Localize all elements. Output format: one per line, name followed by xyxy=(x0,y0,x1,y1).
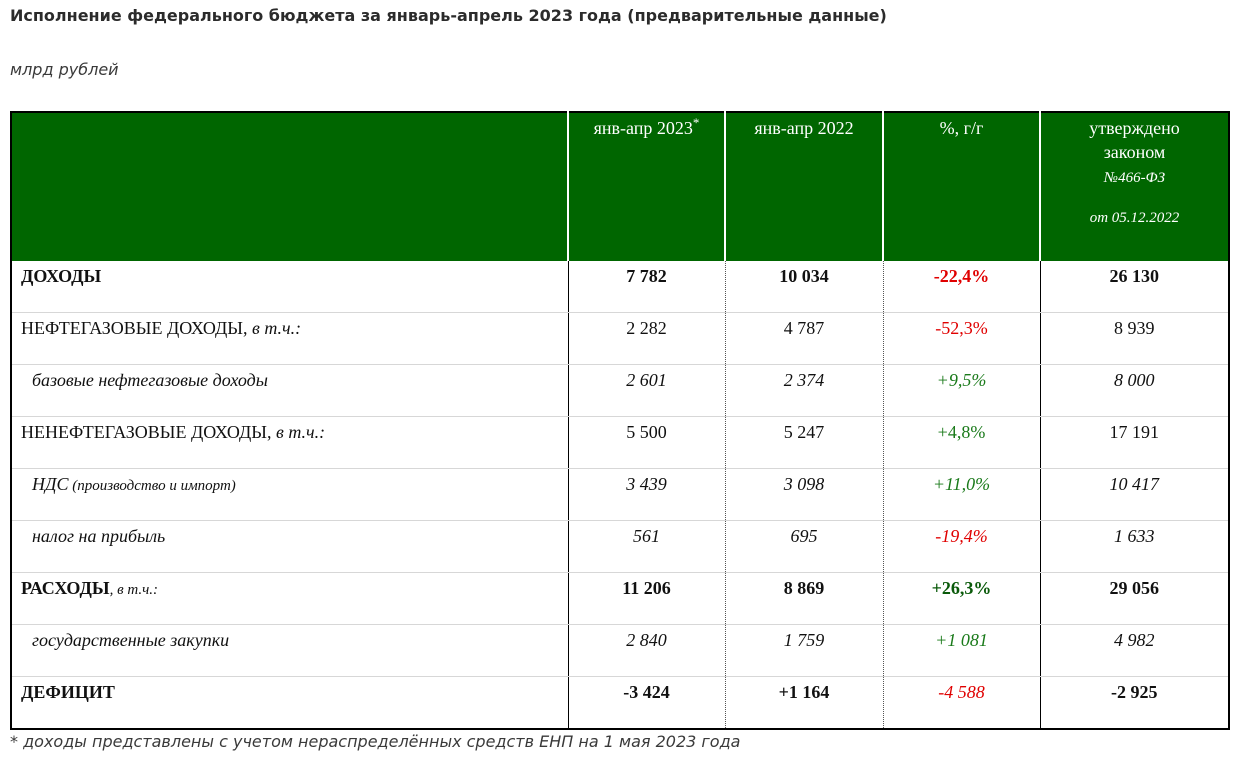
value-2022: +1 164 xyxy=(778,682,830,702)
value-approved: 17 191 xyxy=(1109,422,1160,442)
value-yoy-percent: -19,4% xyxy=(935,526,988,546)
header-jan-apr-2022-text: янв-апр 2022 xyxy=(754,118,854,138)
value-yoy-percent: -52,3% xyxy=(935,318,988,338)
table-row: НДС (производство и импорт) 3 439 3 098 … xyxy=(11,468,1229,521)
table-row: ДЕФИЦИТ -3 424 +1 164 -4 588 -2 925 xyxy=(11,676,1229,729)
value-approved: 29 056 xyxy=(1109,578,1160,598)
table-row: РАСХОДЫ, в т.ч.: 11 206 8 869 +26,3% 29 … xyxy=(11,572,1229,625)
value-2022: 8 869 xyxy=(783,578,825,598)
value-2022: 4 787 xyxy=(783,318,825,338)
value-yoy-percent: -4 588 xyxy=(938,682,985,702)
value-approved: 26 130 xyxy=(1109,266,1160,286)
footnote: * доходы представлены с учетом нераспред… xyxy=(10,732,741,751)
units-label: млрд рублей xyxy=(10,60,119,79)
table-row: государственные закупки 2 840 1 759 +1 0… xyxy=(11,624,1229,677)
value-2023: 2 840 xyxy=(626,630,667,650)
value-yoy-percent: +11,0% xyxy=(932,474,991,494)
value-2023: 7 782 xyxy=(626,266,667,286)
value-2022: 5 247 xyxy=(783,422,825,442)
value-2023: 561 xyxy=(633,526,660,546)
value-2022: 2 374 xyxy=(783,370,825,390)
row-label: НЕНЕФТЕГАЗОВЫЕ ДОХОДЫ, xyxy=(21,422,272,442)
header-yoy-percent-text: %, г/г xyxy=(939,118,984,138)
row-label-suffix: (производство и импорт) xyxy=(68,478,236,494)
header-approved-by-law: утверждено законом №466-ФЗ от 05.12.2022 xyxy=(1039,112,1229,261)
value-2022: 10 034 xyxy=(779,266,829,286)
header-jan-apr-2022: янв-апр 2022 xyxy=(724,112,883,261)
value-yoy-percent: +9,5% xyxy=(936,370,987,390)
table-row: НЕФТЕГАЗОВЫЕ ДОХОДЫ, в т.ч.: 2 282 4 787… xyxy=(11,312,1229,365)
page-title: Исполнение федерального бюджета за январ… xyxy=(10,6,887,25)
table-header-row: янв-апр 2023* янв-апр 2022 %, г/г утверж… xyxy=(11,112,1229,261)
footnote-marker: * xyxy=(692,115,700,130)
value-yoy-percent: +26,3% xyxy=(931,578,992,598)
value-2023: 11 206 xyxy=(622,578,671,598)
row-label: ДОХОДЫ xyxy=(21,266,102,286)
row-label: налог на прибыль xyxy=(32,526,166,546)
budget-table: янв-апр 2023* янв-апр 2022 %, г/г утверж… xyxy=(10,111,1230,730)
value-yoy-percent: +1 081 xyxy=(935,630,988,650)
value-2023: 3 439 xyxy=(626,474,667,494)
value-2023: 2 601 xyxy=(626,370,667,390)
value-2022: 695 xyxy=(790,526,818,546)
table-row: НЕНЕФТЕГАЗОВЫЕ ДОХОДЫ, в т.ч.: 5 500 5 2… xyxy=(11,416,1229,469)
value-approved: 8 000 xyxy=(1114,370,1155,390)
row-label: НЕФТЕГАЗОВЫЕ ДОХОДЫ, xyxy=(21,318,248,338)
header-label-cell xyxy=(11,112,568,261)
row-label-suffix: в т.ч.: xyxy=(271,422,326,442)
table-row: базовые нефтегазовые доходы 2 601 2 374 … xyxy=(11,364,1229,417)
value-yoy-percent: -22,4% xyxy=(933,266,990,286)
header-yoy-percent: %, г/г xyxy=(882,112,1040,261)
value-yoy-percent: +4,8% xyxy=(937,422,986,442)
value-2023: 2 282 xyxy=(626,318,667,338)
header-approved-line2: законом xyxy=(1103,142,1166,162)
row-label: государственные закупки xyxy=(32,630,230,650)
row-label-suffix: , в т.ч.: xyxy=(109,582,159,598)
value-2023: -3 424 xyxy=(623,682,670,702)
header-law-number: №466-ФЗ xyxy=(1103,170,1166,186)
row-label: базовые нефтегазовые доходы xyxy=(32,370,268,390)
header-approved-line1: утверждено xyxy=(1089,118,1180,138)
value-2023: 5 500 xyxy=(626,422,667,442)
row-label: РАСХОДЫ xyxy=(21,578,110,598)
row-label: ДЕФИЦИТ xyxy=(21,682,115,702)
header-law-date: от 05.12.2022 xyxy=(1089,210,1180,226)
value-approved: -2 925 xyxy=(1111,682,1158,702)
table-row: ДОХОДЫ 7 782 10 034 -22,4% 26 130 xyxy=(11,261,1229,313)
header-jan-apr-2023-text: янв-апр 2023 xyxy=(593,118,693,138)
value-approved: 10 417 xyxy=(1109,474,1160,494)
row-label-suffix: в т.ч.: xyxy=(247,318,302,338)
value-2022: 1 759 xyxy=(783,630,825,650)
value-approved: 1 633 xyxy=(1114,526,1155,546)
table-row: налог на прибыль 561 695 -19,4% 1 633 xyxy=(11,520,1229,573)
value-2022: 3 098 xyxy=(783,474,825,494)
value-approved: 4 982 xyxy=(1114,630,1155,650)
row-label: НДС xyxy=(32,474,69,494)
value-approved: 8 939 xyxy=(1114,318,1155,338)
header-jan-apr-2023: янв-апр 2023* xyxy=(567,112,725,261)
